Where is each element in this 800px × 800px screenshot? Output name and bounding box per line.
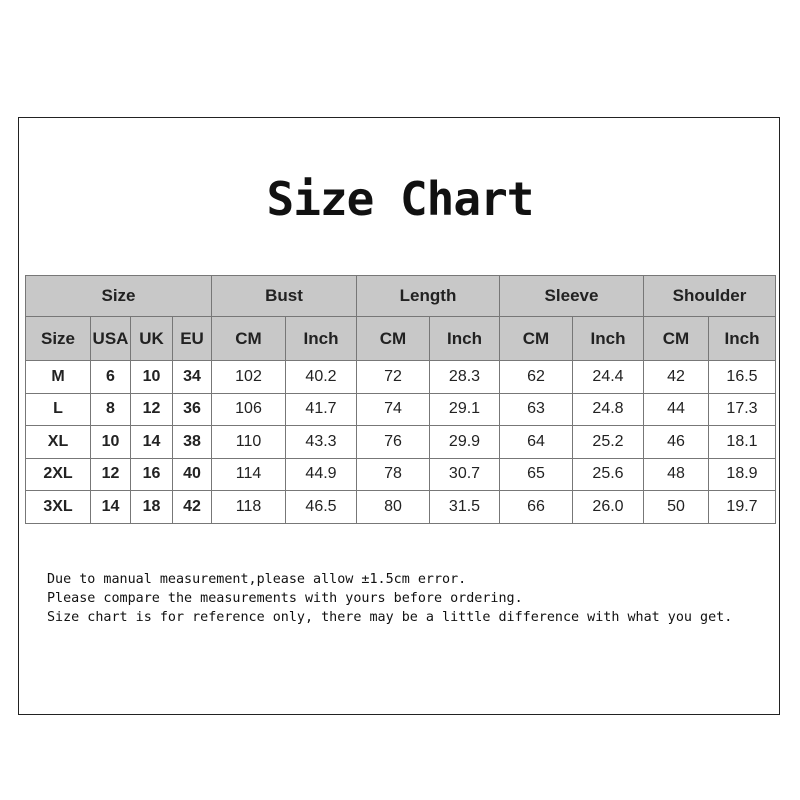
table-cell: 48	[643, 457, 709, 491]
table-cell: 110	[211, 425, 286, 459]
column-header: Inch	[572, 316, 644, 361]
size-table: Size Bust Length Sleeve Shoulder Size USA…	[25, 275, 776, 524]
note-line: Size chart is for reference only, there …	[47, 610, 733, 625]
table-cell: 38	[172, 425, 212, 459]
table-cell: 3XL	[25, 490, 91, 524]
table-cell: 26.0	[572, 490, 644, 524]
table-cell: 19.7	[708, 490, 776, 524]
column-header: Inch	[708, 316, 776, 361]
table-cell: 102	[211, 360, 286, 394]
table-cell: L	[25, 392, 91, 426]
column-header: Size	[25, 316, 91, 361]
table-cell: 118	[211, 490, 286, 524]
table-cell: 25.6	[572, 457, 644, 491]
table-cell: 28.3	[429, 360, 500, 394]
table-cell: 18.1	[708, 425, 776, 459]
sub-header-row: Size USA UK EU CM Inch CM Inch CM Inch CM Inch	[25, 316, 776, 361]
table-cell: 10	[90, 425, 131, 459]
table-cell: 74	[356, 392, 430, 426]
table-cell: 25.2	[572, 425, 644, 459]
table-cell: 40	[172, 457, 212, 491]
table-cell: 29.9	[429, 425, 500, 459]
column-header: CM	[211, 316, 286, 361]
column-header: CM	[356, 316, 430, 361]
column-header: USA	[90, 316, 131, 361]
table-cell: 106	[211, 392, 286, 426]
table-cell: 63	[499, 392, 573, 426]
table-cell: 114	[211, 457, 286, 491]
table-row: 3XL 14 18 42 118 46.5 80 31.5 66 26.0 50 19.7	[25, 490, 776, 524]
table-cell: 14	[90, 490, 131, 524]
column-header: EU	[172, 316, 212, 361]
table-cell: 18.9	[708, 457, 776, 491]
table-cell: 36	[172, 392, 212, 426]
table-row: 2XL 12 16 40 114 44.9 78 30.7 65 25.6 48 18.9	[25, 457, 776, 491]
group-header: Length	[356, 275, 500, 317]
table-cell: 14	[130, 425, 173, 459]
table-cell: M	[25, 360, 91, 394]
table-cell: 18	[130, 490, 173, 524]
group-header: Bust	[211, 275, 357, 317]
table-cell: 6	[90, 360, 131, 394]
table-cell: 34	[172, 360, 212, 394]
table-cell: 66	[499, 490, 573, 524]
page-title: Size Chart	[266, 172, 535, 226]
group-header: Shoulder	[643, 275, 776, 317]
table-cell: 50	[643, 490, 709, 524]
table-cell: 8	[90, 392, 131, 426]
table-row: L 8 12 36 106 41.7 74 29.1 63 24.8 44 17.3	[25, 392, 776, 426]
notes: Due to manual measurement,please allow ±…	[47, 570, 732, 627]
column-header: CM	[499, 316, 573, 361]
table-cell: 43.3	[285, 425, 357, 459]
table-cell: 12	[130, 392, 173, 426]
table-cell: 76	[356, 425, 430, 459]
table-cell: 80	[356, 490, 430, 524]
table-row: M 6 10 34 102 40.2 72 28.3 62 24.4 42 16.5	[25, 360, 776, 394]
column-header: Inch	[285, 316, 357, 361]
group-header-row: Size Bust Length Sleeve Shoulder	[25, 275, 776, 317]
table-cell: 78	[356, 457, 430, 491]
group-header: Sleeve	[499, 275, 644, 317]
table-cell: 41.7	[285, 392, 357, 426]
column-header: CM	[643, 316, 709, 361]
table-cell: 65	[499, 457, 573, 491]
table-cell: 62	[499, 360, 573, 394]
group-header: Size	[25, 275, 212, 317]
column-header: Inch	[429, 316, 500, 361]
table-cell: 72	[356, 360, 430, 394]
note-line: Please compare the measurements with you…	[47, 591, 523, 606]
table-cell: 46.5	[285, 490, 357, 524]
table-cell: 2XL	[25, 457, 91, 491]
note-line: Due to manual measurement,please allow ±…	[47, 572, 467, 587]
table-cell: 31.5	[429, 490, 500, 524]
table-cell: 44	[643, 392, 709, 426]
table-cell: 10	[130, 360, 173, 394]
table-cell: 16	[130, 457, 173, 491]
table-cell: 24.4	[572, 360, 644, 394]
table-cell: 42	[172, 490, 212, 524]
table-cell: 40.2	[285, 360, 357, 394]
table-cell: 42	[643, 360, 709, 394]
table-cell: 46	[643, 425, 709, 459]
table-cell: 12	[90, 457, 131, 491]
column-header: UK	[130, 316, 173, 361]
chart-frame	[18, 117, 780, 715]
table-cell: 44.9	[285, 457, 357, 491]
table-cell: 17.3	[708, 392, 776, 426]
table-cell: 64	[499, 425, 573, 459]
table-cell: XL	[25, 425, 91, 459]
table-cell: 24.8	[572, 392, 644, 426]
table-cell: 16.5	[708, 360, 776, 394]
table-row: XL 10 14 38 110 43.3 76 29.9 64 25.2 46 18.1	[25, 425, 776, 459]
table-cell: 29.1	[429, 392, 500, 426]
table-cell: 30.7	[429, 457, 500, 491]
